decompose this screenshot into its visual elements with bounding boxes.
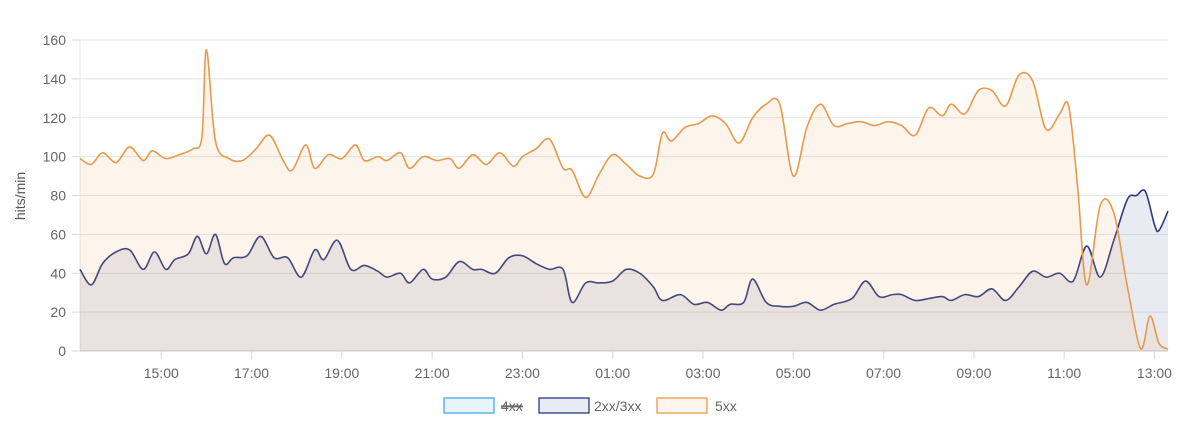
x-tick-label: 13:00 xyxy=(1137,365,1172,381)
legend: 4xx 2xx/3xx 5xx xyxy=(443,397,737,414)
x-axis: 15:00 17:00 19:00 21:00 23:00 01:00 03:00 05:00… xyxy=(80,350,1172,381)
y-tick-label: 80 xyxy=(50,188,66,204)
y-tick-label: 140 xyxy=(43,71,67,87)
grid-lines xyxy=(80,39,1168,352)
legend-item-5xx[interactable]: 5xx xyxy=(656,397,737,414)
series-line-2xx-3xx xyxy=(79,189,1169,311)
x-tick-label: 07:00 xyxy=(866,365,901,381)
legend-swatch xyxy=(656,397,708,414)
series-layer xyxy=(79,48,1169,351)
y-axis: 0 20 40 60 80 100 120 140 160 xyxy=(43,32,81,359)
x-tick-label: 09:00 xyxy=(956,365,991,381)
y-tick-label: 60 xyxy=(50,226,66,242)
x-tick-label: 21:00 xyxy=(415,365,450,381)
x-tick-label: 11:00 xyxy=(1047,365,1081,381)
y-tick-label: 120 xyxy=(43,110,67,126)
y-tick-label: 20 xyxy=(50,304,66,320)
x-tick-label: 19:00 xyxy=(324,365,359,381)
legend-swatch xyxy=(443,397,495,414)
x-tick-label: 03:00 xyxy=(685,365,720,381)
x-tick-label: 23:00 xyxy=(505,365,540,381)
y-tick-label: 0 xyxy=(58,343,66,359)
y-axis-title: hits/min xyxy=(12,172,28,220)
x-tick-label: 15:00 xyxy=(144,365,179,381)
legend-label: 2xx/3xx xyxy=(594,398,641,414)
legend-item-2xx-3xx[interactable]: 2xx/3xx xyxy=(538,397,641,414)
series-area-5xx xyxy=(80,49,1168,351)
y-tick-label: 100 xyxy=(43,149,67,165)
legend-swatch xyxy=(538,397,590,414)
series-area-2xx-3xx xyxy=(80,189,1168,351)
x-tick-label: 01:00 xyxy=(595,365,630,381)
x-tick-label: 17:00 xyxy=(234,365,269,381)
series-line-5xx xyxy=(79,48,1169,350)
legend-item-4xx[interactable]: 4xx xyxy=(443,397,523,414)
x-tick-label: 05:00 xyxy=(776,365,811,381)
y-tick-label: 160 xyxy=(43,32,67,48)
legend-label: 5xx xyxy=(715,398,737,414)
y-tick-label: 40 xyxy=(50,265,66,281)
